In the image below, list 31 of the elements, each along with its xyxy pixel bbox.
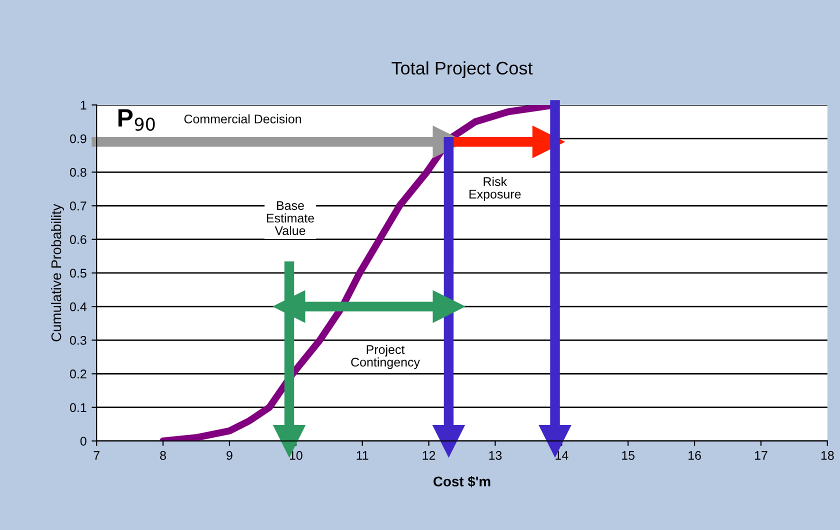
y-tick-label: 0.7	[70, 202, 86, 210]
x-tick-label: 18	[821, 451, 834, 460]
chart-title: Total Project Cost	[392, 61, 533, 78]
x-tick-label: 9	[226, 451, 232, 460]
y-tick-label: 0.5	[70, 268, 86, 278]
y-tick-label: 0.8	[70, 168, 86, 177]
x-tick-label: 7	[94, 451, 100, 460]
y-tick-label: 0.4	[70, 302, 87, 312]
x-tick-label: 11	[356, 451, 368, 460]
x-axis-title: Cost $'m	[434, 476, 490, 488]
y-tick-label: 0.9	[70, 134, 86, 144]
x-tick-label: 13	[489, 451, 502, 460]
y-axis-title: Cumulative Probability	[51, 204, 64, 342]
x-tick-label: 15	[622, 451, 635, 460]
y-tick-label: 0.2	[70, 370, 86, 378]
x-tick-label: 8	[160, 451, 166, 460]
x-tick-label: 14	[556, 451, 568, 460]
y-tick-label: 0	[80, 436, 86, 446]
y-tick-label: 0.3	[70, 336, 86, 345]
annotation: Base Estimate Value	[266, 201, 314, 236]
x-tick-label: 16	[688, 451, 701, 460]
x-tick-label: 10	[290, 451, 302, 460]
y-tick-label: 1	[80, 100, 86, 110]
annotation: Risk Exposure	[470, 176, 521, 202]
annotation: Project Contingency	[351, 344, 420, 370]
y-tick-label: 0.1	[70, 403, 86, 412]
annotation: Commercial Decision	[184, 114, 301, 124]
annotation: P$_{90}$	[118, 109, 155, 131]
y-tick-label: 0.6	[70, 235, 86, 244]
x-tick-label: 17	[754, 451, 768, 460]
x-tick-label: 12	[422, 451, 436, 460]
